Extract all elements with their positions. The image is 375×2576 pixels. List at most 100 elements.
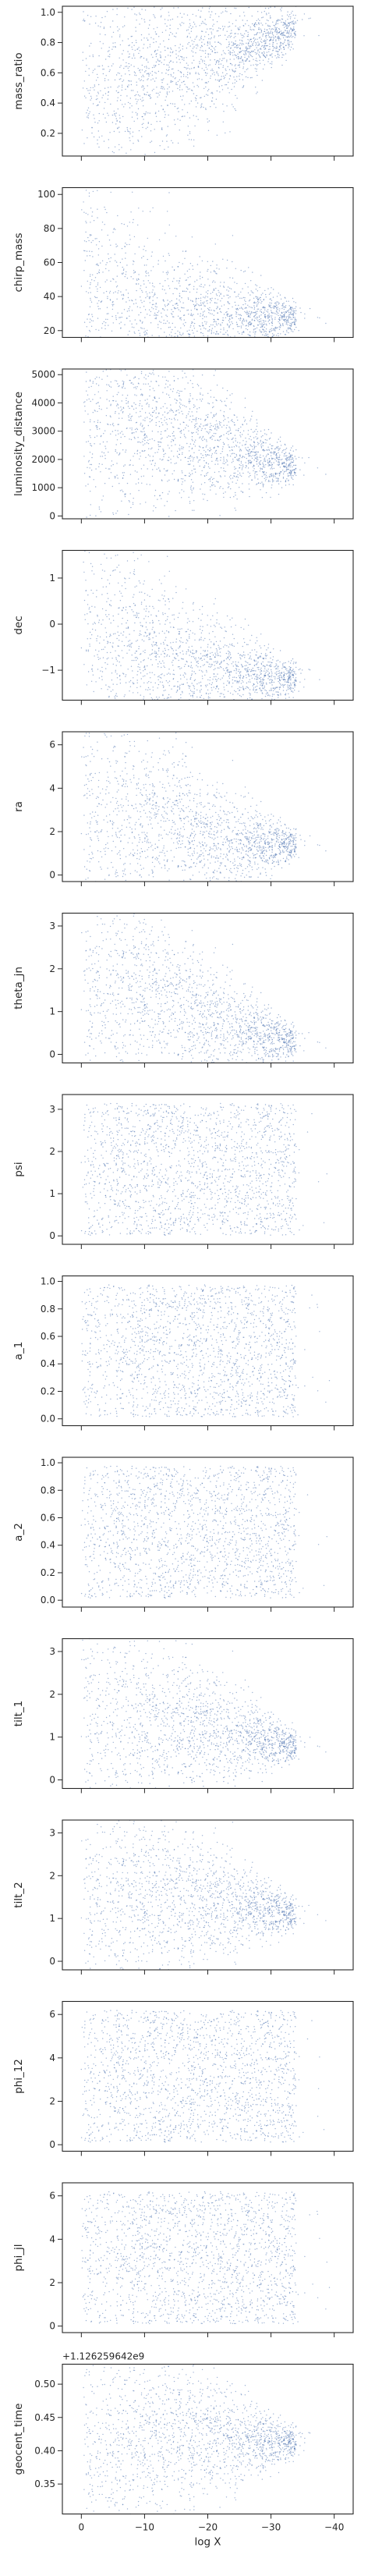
scatter-point	[142, 291, 143, 293]
scatter-point	[109, 54, 111, 55]
scatter-point	[285, 27, 288, 29]
scatter-point	[232, 460, 234, 462]
scatter-point	[289, 49, 292, 51]
scatter-point	[204, 305, 206, 307]
scatter-point	[205, 323, 207, 325]
scatter-point	[97, 91, 99, 93]
scatter-point	[115, 112, 117, 114]
scatter-point	[251, 307, 253, 309]
scatter-point	[249, 38, 251, 41]
scatter-point	[262, 435, 264, 437]
scatter-point	[212, 69, 214, 72]
scatter-point	[140, 311, 142, 314]
scatter-point	[215, 62, 218, 64]
scatter-point	[190, 479, 193, 481]
scatter-point	[173, 269, 175, 271]
scatter-point	[239, 472, 241, 474]
scatter-point	[154, 49, 157, 51]
scatter-point	[129, 140, 131, 141]
scatter-point	[235, 46, 237, 48]
scatter-point	[194, 281, 196, 282]
scatter-point	[274, 55, 276, 57]
scatter-point	[98, 329, 100, 331]
scatter-point	[191, 447, 193, 449]
scatter-point	[105, 264, 107, 265]
scatter-point	[179, 89, 181, 90]
scatter-point	[94, 394, 96, 396]
scatter-point	[283, 466, 285, 467]
scatter-point	[251, 55, 253, 58]
scatter-point	[271, 53, 273, 55]
scatter-point	[251, 415, 253, 417]
scatter-point	[228, 325, 230, 327]
scatter-point	[115, 115, 117, 117]
scatter-point	[134, 13, 136, 15]
scatter-point	[260, 633, 262, 635]
scatter-point	[156, 644, 157, 647]
scatter-point	[283, 35, 285, 37]
scatter-point	[161, 127, 163, 129]
scatter-point	[247, 450, 249, 452]
scatter-point	[170, 73, 172, 76]
scatter-point	[124, 130, 126, 133]
scatter-point	[262, 463, 264, 465]
scatter-point	[235, 316, 237, 318]
scatter-point	[235, 467, 237, 470]
scatter-point	[168, 15, 170, 16]
scatter-point	[146, 332, 147, 334]
scatter-point	[245, 60, 246, 62]
scatter-point	[283, 471, 285, 473]
scatter-point	[182, 481, 183, 483]
y-tick-label: 4000	[31, 397, 55, 408]
scatter-point	[126, 95, 128, 97]
scatter-point	[288, 305, 290, 307]
scatter-point	[168, 459, 170, 462]
scatter-point	[214, 298, 216, 300]
scatter-point	[86, 65, 87, 66]
scatter-point	[169, 435, 171, 438]
scatter-point	[201, 50, 203, 51]
scatter-point	[210, 45, 212, 47]
scatter-point	[209, 450, 210, 452]
scatter-point	[128, 44, 129, 47]
scatter-point	[111, 48, 113, 50]
scatter-point	[101, 135, 103, 137]
scatter-point	[276, 20, 278, 22]
scatter-point	[99, 428, 101, 430]
scatter-point	[282, 450, 284, 452]
scatter-point	[256, 32, 259, 34]
scatter-point	[165, 470, 167, 472]
scatter-point	[159, 60, 161, 62]
scatter-point	[256, 463, 258, 465]
scatter-point	[272, 445, 274, 447]
scatter-point	[248, 316, 249, 318]
scatter-point	[215, 426, 217, 428]
scatter-point	[264, 43, 266, 44]
scatter-point	[242, 303, 244, 306]
scatter-point	[253, 307, 256, 308]
scatter-point	[245, 51, 246, 53]
scatter-point	[146, 264, 147, 266]
scatter-point	[260, 48, 262, 50]
scatter-point	[168, 327, 170, 328]
scatter-point	[235, 453, 237, 456]
scatter-point	[265, 464, 267, 466]
scatter-point	[210, 14, 211, 16]
scatter-point	[193, 509, 195, 511]
scatter-point	[187, 463, 189, 465]
scatter-point	[145, 374, 147, 376]
scatter-point	[131, 105, 133, 107]
scatter-point	[290, 309, 292, 310]
scatter-point	[199, 425, 200, 427]
scatter-point	[232, 44, 235, 46]
scatter-point	[275, 307, 278, 309]
scatter-point	[107, 296, 108, 297]
scatter-point	[155, 115, 157, 117]
scatter-point	[104, 445, 106, 447]
scatter-point	[295, 467, 297, 470]
scatter-point	[238, 57, 239, 59]
scatter-point	[169, 51, 172, 53]
scatter-point	[259, 20, 260, 21]
scatter-point	[229, 692, 232, 694]
scatter-point	[134, 394, 136, 396]
